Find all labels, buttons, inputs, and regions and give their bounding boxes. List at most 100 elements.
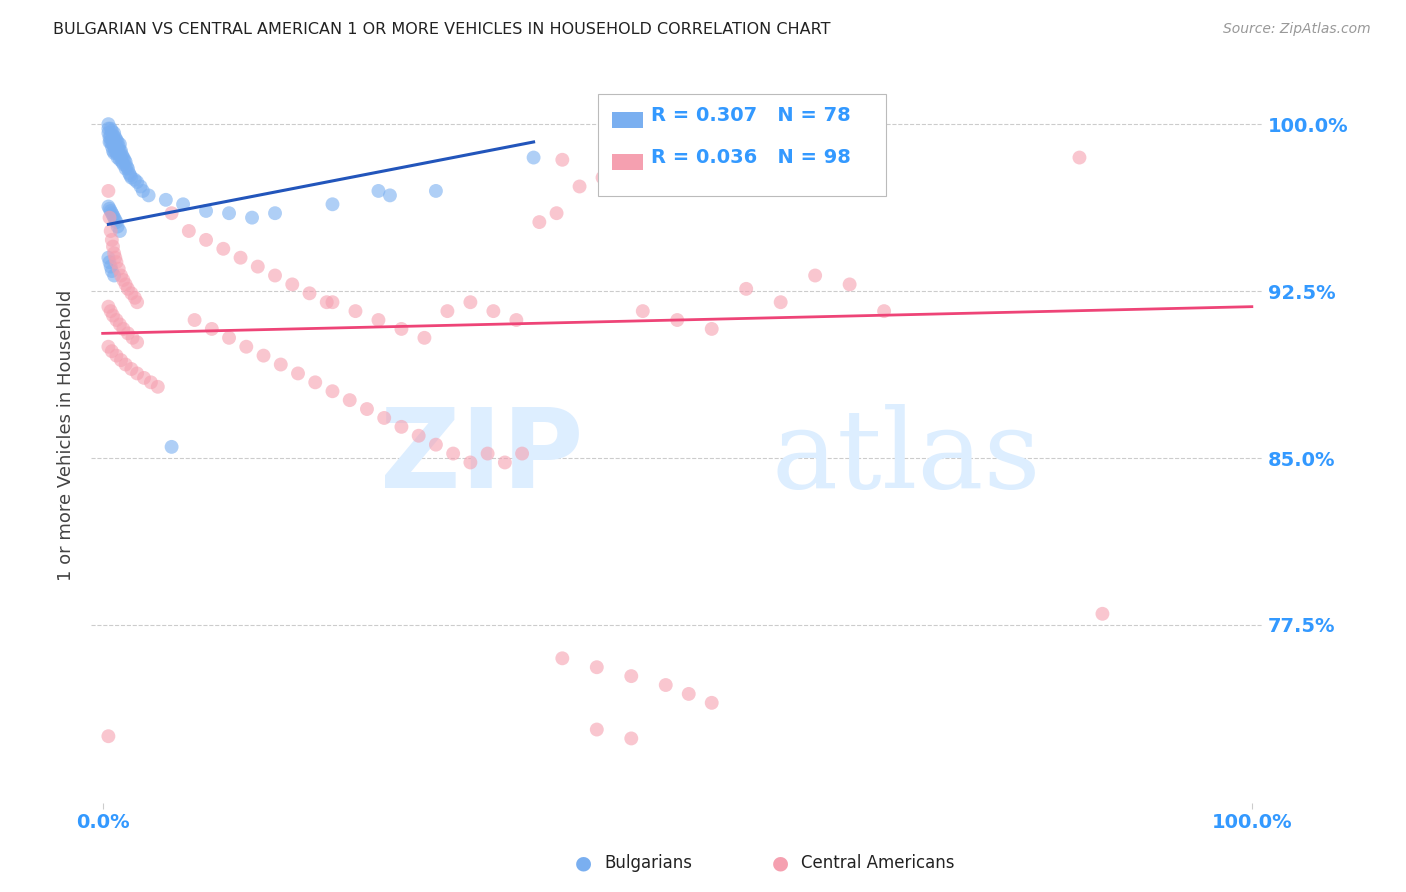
Point (97, 251, 120, 265)
Point (101, 139, 124, 153)
Text: ●: ● (575, 854, 592, 873)
Point (101, 133, 124, 147)
Point (529, 215, 551, 229)
Point (103, 133, 125, 147)
Point (177, 224, 200, 238)
Point (114, 277, 136, 292)
Point (321, 295, 343, 310)
Point (105, 133, 128, 147)
Point (101, 264, 124, 278)
Point (105, 215, 128, 229)
Point (117, 326, 139, 341)
Point (408, 429, 430, 443)
Point (124, 173, 146, 187)
Y-axis label: 1 or more Vehicles in Household: 1 or more Vehicles in Household (58, 290, 75, 582)
Point (100, 204, 122, 219)
Point (138, 188, 160, 202)
Point (551, 153, 574, 167)
Point (120, 170, 142, 185)
Point (425, 437, 447, 451)
Point (104, 251, 127, 265)
Point (373, 411, 395, 425)
Point (107, 139, 129, 153)
Point (195, 204, 218, 219)
Point (246, 260, 269, 274)
Point (97, 340, 120, 354)
Point (100, 135, 122, 149)
Point (97, 729, 120, 743)
Point (100, 260, 122, 274)
Point (838, 277, 860, 292)
Point (367, 313, 389, 327)
Point (523, 151, 546, 165)
Point (101, 309, 124, 323)
Point (160, 206, 183, 220)
Point (436, 304, 458, 318)
Point (97, 200, 120, 214)
Point (101, 344, 124, 359)
Point (104, 137, 127, 152)
Point (546, 206, 568, 220)
Point (212, 242, 235, 256)
Point (98, 130, 121, 145)
Point (155, 193, 177, 207)
Point (218, 331, 240, 345)
Point (112, 157, 135, 171)
Point (235, 340, 257, 354)
Text: R = 0.036   N = 98: R = 0.036 N = 98 (651, 148, 851, 168)
Point (111, 148, 134, 162)
Point (391, 322, 413, 336)
Point (321, 384, 343, 399)
Point (112, 151, 135, 165)
Point (98, 211, 121, 225)
Point (112, 273, 135, 287)
Point (105, 349, 128, 363)
Point (666, 313, 689, 327)
Point (378, 188, 401, 202)
Point (218, 206, 240, 220)
Point (101, 233, 124, 247)
Point (101, 124, 124, 138)
Point (110, 268, 132, 283)
Point (103, 211, 125, 225)
Text: Bulgarians: Bulgarians (605, 855, 693, 872)
Point (101, 206, 124, 220)
Point (441, 446, 464, 460)
Point (315, 295, 337, 310)
Point (115, 160, 138, 174)
Point (367, 184, 389, 198)
Point (160, 440, 183, 454)
Point (201, 322, 224, 336)
Point (264, 268, 287, 283)
Point (98, 135, 121, 149)
Point (139, 376, 162, 390)
Point (114, 358, 136, 372)
Point (700, 322, 723, 336)
Point (101, 208, 124, 222)
Point (494, 455, 516, 469)
Point (460, 455, 482, 469)
Point (111, 155, 134, 169)
Point (655, 678, 678, 692)
Point (195, 233, 218, 247)
Point (391, 420, 413, 434)
Point (551, 651, 574, 665)
Point (107, 219, 129, 234)
Point (100, 304, 122, 318)
Point (264, 206, 287, 220)
Point (505, 313, 527, 327)
Point (321, 197, 343, 211)
Point (121, 331, 143, 345)
Point (110, 151, 132, 165)
Point (108, 318, 131, 332)
Point (110, 144, 132, 158)
Point (585, 723, 607, 737)
Point (114, 153, 136, 167)
Point (103, 139, 125, 153)
Text: Source: ZipAtlas.com: Source: ZipAtlas.com (1223, 22, 1371, 37)
Point (98, 202, 121, 216)
Point (132, 184, 155, 198)
Point (103, 246, 125, 260)
Point (425, 184, 447, 198)
Point (510, 446, 533, 460)
